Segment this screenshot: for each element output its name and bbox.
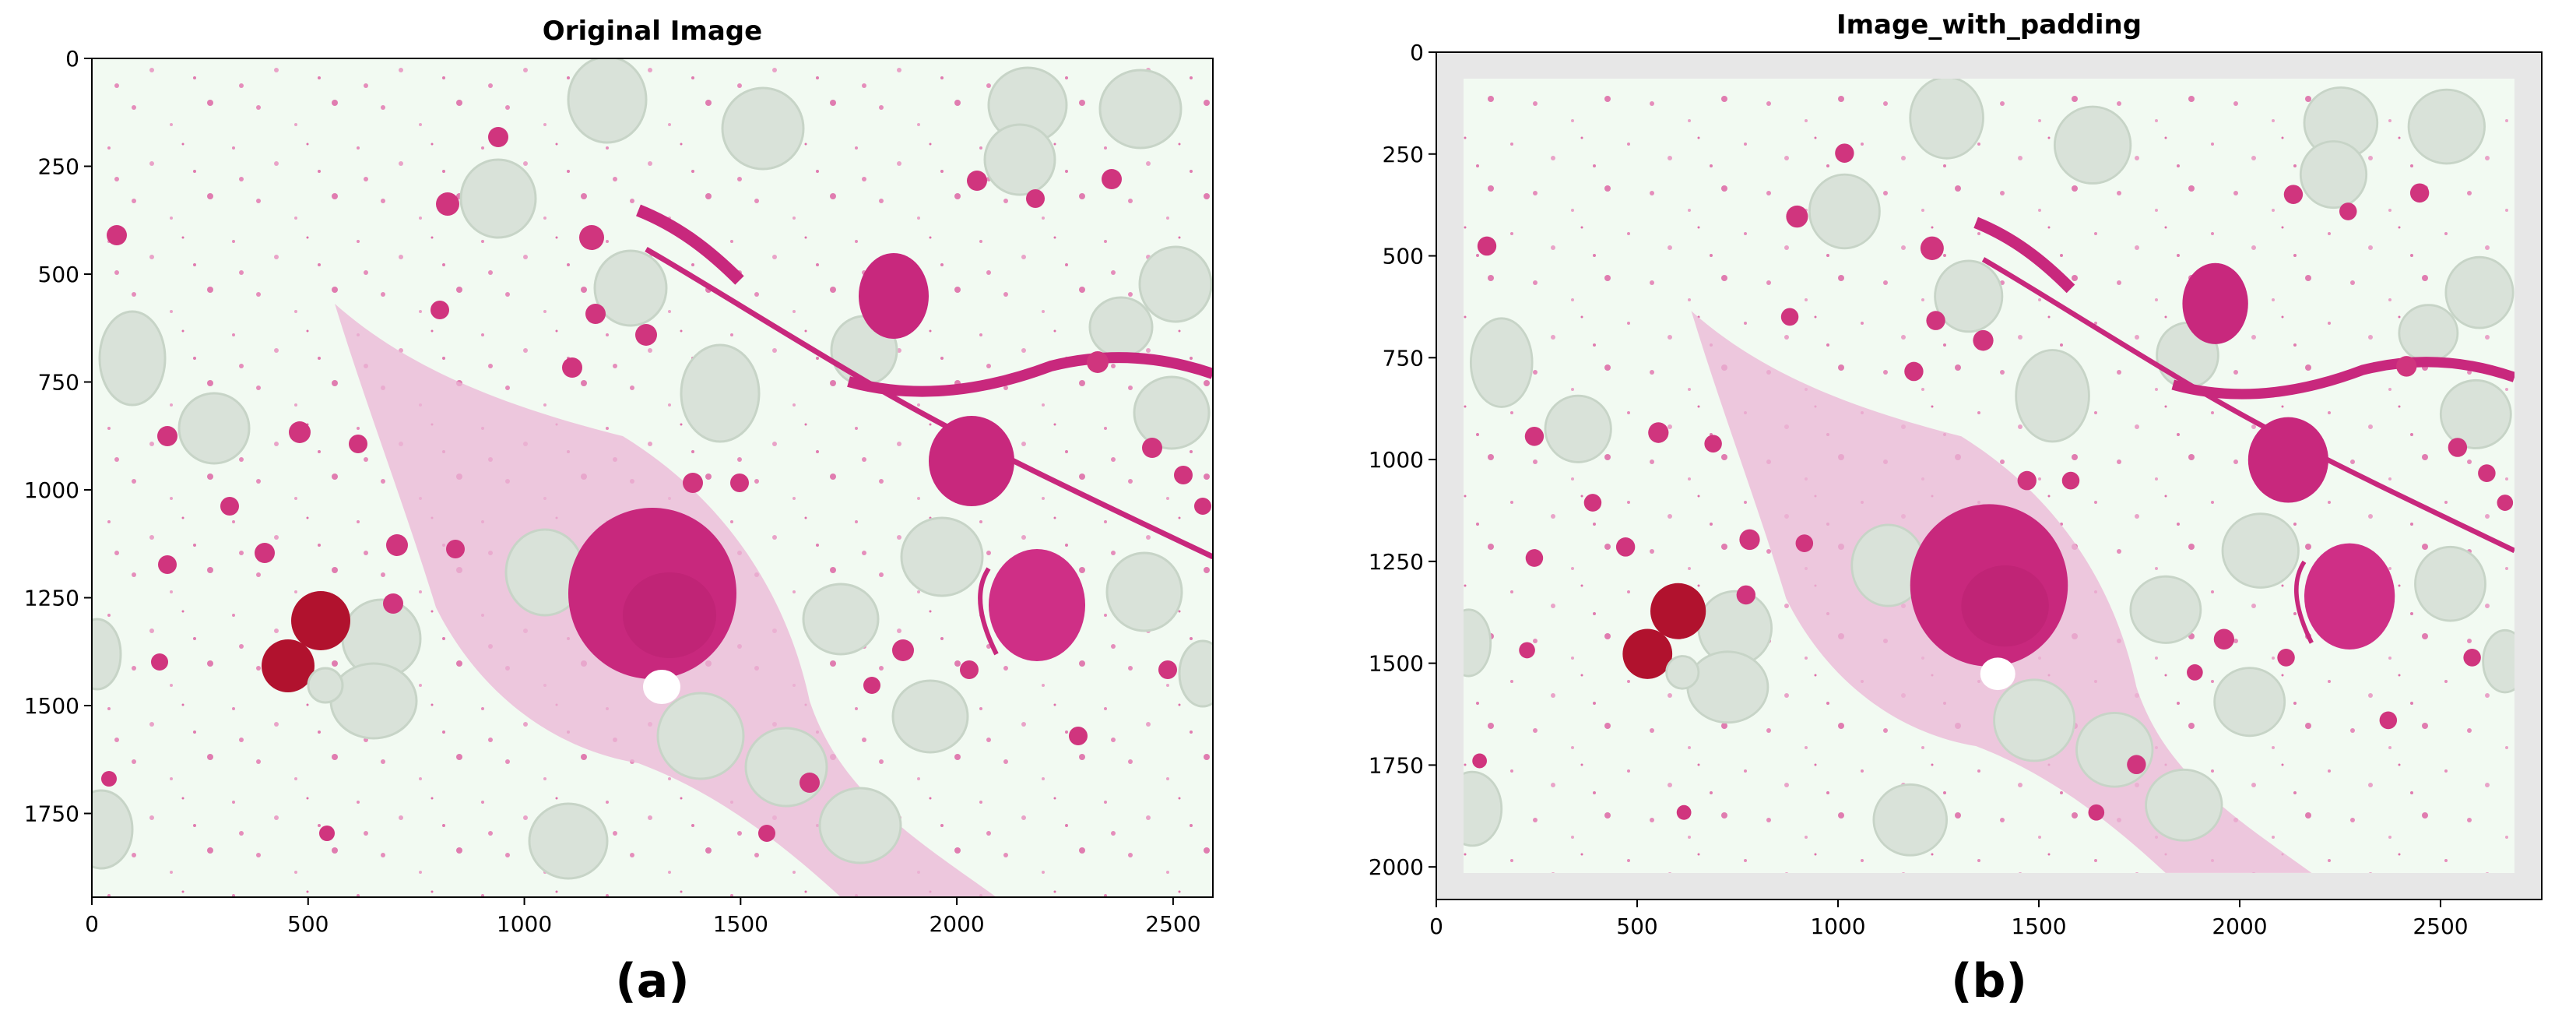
panel-original: Original Image (0, 0, 1284, 1028)
panel-padded: Image_with_padding (1292, 0, 2576, 1028)
panel-a-axes-frame (91, 58, 1214, 898)
panel-a-y-tick-label: 250 (38, 154, 79, 180)
panel-a-axes: 0 500 1000 1500 2000 2500 0 250 500 750 1000 1250 15… (24, 46, 1201, 937)
panel-a-y-tick-label: 750 (38, 370, 79, 396)
panel-b-y-tick-label: 750 (1383, 345, 1424, 371)
panel-b-y-tick-label: 500 (1383, 244, 1424, 269)
panel-a-x-tick-label: 0 (85, 911, 99, 937)
panel-a-title: Original Image (542, 16, 763, 47)
panel-b-figure: 0 500 1000 1500 2000 2500 0 250 500 750 1000 1250 15… (1369, 40, 2543, 939)
panel-b-y-tick-label: 1250 (1369, 549, 1424, 575)
panel-a-y-tick-label: 1000 (24, 477, 79, 503)
panel-b-x-tick-label: 1500 (2011, 914, 2066, 939)
panel-a-x-tick-label: 1000 (497, 911, 552, 937)
panel-a-y-tick-label: 1250 (24, 586, 79, 611)
panel-b-y-tick-label: 2000 (1369, 854, 1424, 880)
panel-b-x-tick-label: 500 (1616, 914, 1657, 939)
panel-b-label: (b) (1951, 954, 2027, 1009)
panel-b-y-tick-label: 1750 (1369, 752, 1424, 778)
panel-b-axes: 0 500 1000 1500 2000 2500 0 250 500 750 1000 1250 15… (1369, 40, 2469, 939)
padded-microscopy-image (1436, 52, 2542, 900)
panel-b-y-tick-label: 1500 (1369, 651, 1424, 677)
panel-b-x-tick-label: 1000 (1810, 914, 1865, 939)
panel-b-title: Image_with_padding (1836, 9, 2142, 40)
panel-a-x-tick-label: 1500 (713, 911, 768, 937)
panel-b-y-tick-label: 1000 (1369, 447, 1424, 473)
panel-a-y-tick-label: 0 (65, 46, 79, 72)
panel-b-x-tick-label: 2500 (2413, 914, 2468, 939)
panel-a-y-tick-label: 1750 (24, 801, 79, 827)
panel-a-y-tick-label: 500 (38, 262, 79, 287)
panel-b-axes-frame (1436, 51, 2543, 900)
panel-a-x-tick-label: 2500 (1145, 911, 1200, 937)
panel-b-x-tick-label: 0 (1429, 914, 1443, 939)
panel-a-label: (a) (615, 954, 690, 1009)
panel-a-figure: 0 500 1000 1500 2000 2500 0 250 500 750 1000 1250 15… (24, 46, 1214, 937)
panel-b-y-tick-label: 250 (1383, 142, 1424, 167)
panel-a-x-tick-label: 500 (287, 911, 329, 937)
microscopy-image (92, 58, 1213, 897)
panel-b-x-tick-label: 2000 (2212, 914, 2267, 939)
panel-a-y-tick-label: 1500 (24, 693, 79, 719)
panel-b-y-tick-label: 0 (1410, 40, 1424, 65)
panel-a-x-tick-label: 2000 (929, 911, 984, 937)
